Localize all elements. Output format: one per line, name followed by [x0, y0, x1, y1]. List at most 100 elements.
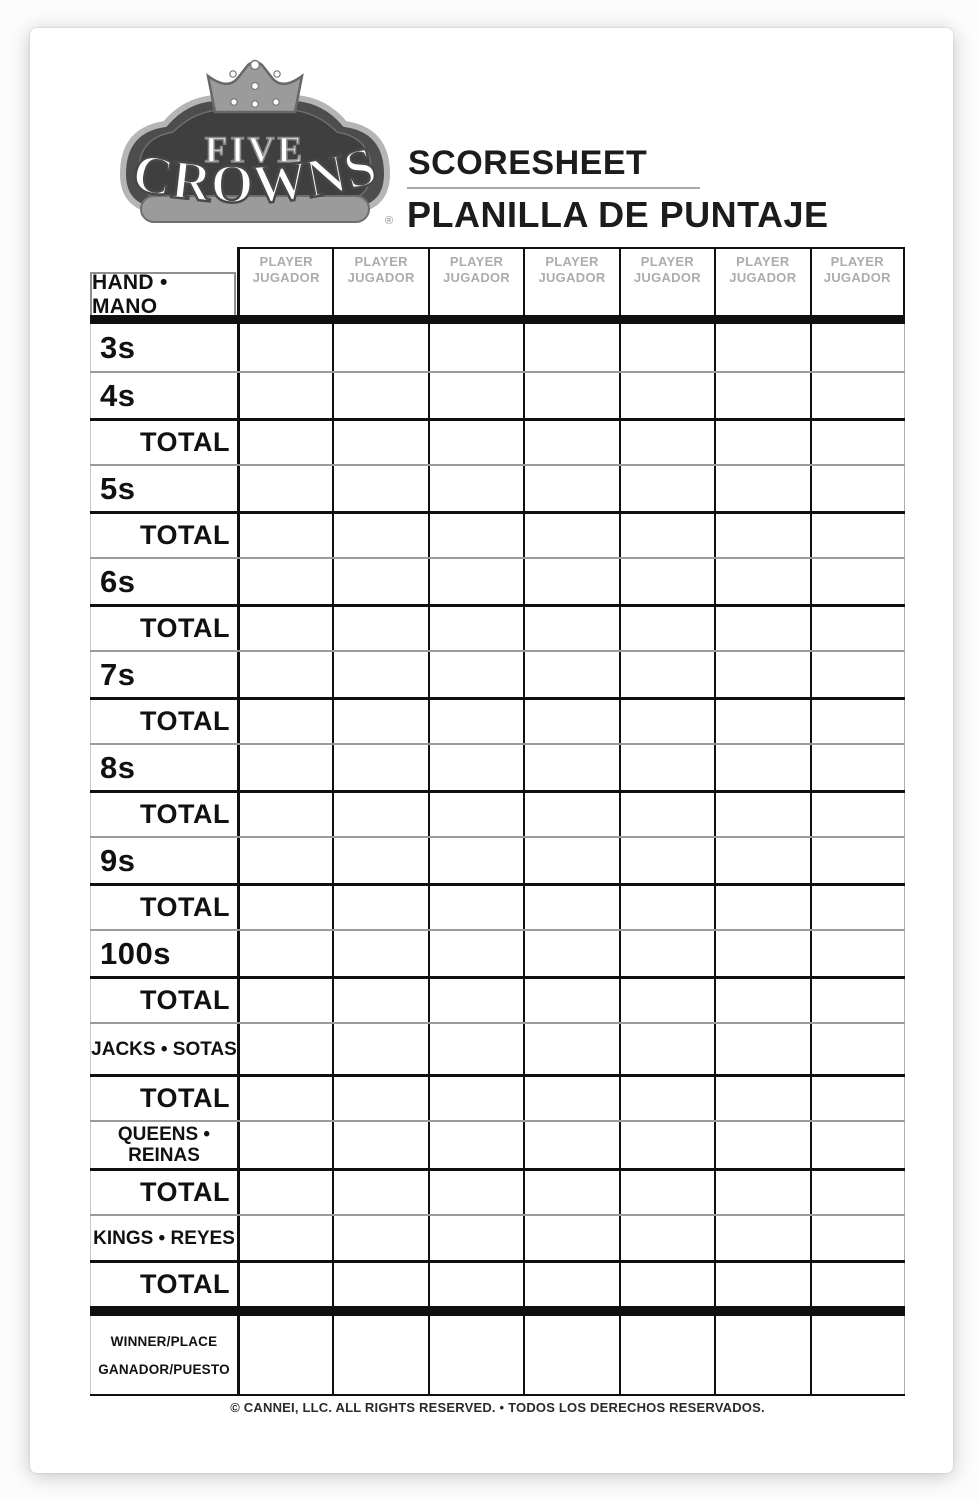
- score-cell[interactable]: [523, 1077, 619, 1120]
- score-cell[interactable]: [809, 514, 905, 557]
- score-cell[interactable]: [332, 793, 428, 836]
- score-cell[interactable]: [809, 931, 905, 976]
- score-cell[interactable]: [523, 373, 619, 418]
- score-cell[interactable]: [237, 466, 333, 511]
- score-cell[interactable]: [427, 931, 524, 976]
- score-cell[interactable]: [237, 1122, 333, 1168]
- score-cell[interactable]: [427, 652, 524, 697]
- score-cell[interactable]: [332, 886, 428, 929]
- score-cell[interactable]: [427, 1122, 524, 1168]
- score-cell[interactable]: [714, 607, 810, 650]
- score-cell[interactable]: [237, 793, 333, 836]
- score-cell[interactable]: [332, 652, 428, 697]
- score-cell[interactable]: [714, 1024, 810, 1074]
- score-cell[interactable]: [237, 324, 333, 371]
- score-cell[interactable]: [809, 979, 905, 1022]
- score-cell[interactable]: [427, 745, 524, 790]
- score-cell[interactable]: [523, 1024, 619, 1074]
- score-cell[interactable]: [237, 373, 333, 418]
- score-cell[interactable]: [618, 1216, 715, 1260]
- score-cell[interactable]: [714, 793, 810, 836]
- score-cell[interactable]: [332, 373, 428, 418]
- score-cell[interactable]: [427, 514, 524, 557]
- score-cell[interactable]: [809, 745, 905, 790]
- score-cell[interactable]: [427, 1263, 524, 1306]
- score-cell[interactable]: [427, 466, 524, 511]
- score-cell[interactable]: [714, 373, 810, 418]
- score-cell[interactable]: [332, 1216, 428, 1260]
- score-cell[interactable]: [332, 931, 428, 976]
- score-cell[interactable]: [427, 793, 524, 836]
- score-cell[interactable]: [618, 1122, 715, 1168]
- score-cell[interactable]: [618, 652, 715, 697]
- score-cell[interactable]: [714, 1171, 810, 1214]
- score-cell[interactable]: [237, 931, 333, 976]
- score-cell[interactable]: [809, 1263, 905, 1306]
- score-cell[interactable]: [618, 324, 715, 371]
- score-cell[interactable]: [618, 466, 715, 511]
- score-cell[interactable]: [332, 745, 428, 790]
- score-cell[interactable]: [714, 1077, 810, 1120]
- score-cell[interactable]: [714, 700, 810, 743]
- score-cell[interactable]: [523, 514, 619, 557]
- winner-cell[interactable]: [618, 1316, 715, 1394]
- score-cell[interactable]: [714, 745, 810, 790]
- score-cell[interactable]: [523, 466, 619, 511]
- score-cell[interactable]: [714, 466, 810, 511]
- score-cell[interactable]: [618, 1024, 715, 1074]
- score-cell[interactable]: [427, 559, 524, 604]
- score-cell[interactable]: [809, 886, 905, 929]
- score-cell[interactable]: [523, 1216, 619, 1260]
- score-cell[interactable]: [809, 793, 905, 836]
- score-cell[interactable]: [427, 1171, 524, 1214]
- score-cell[interactable]: [618, 1171, 715, 1214]
- score-cell[interactable]: [618, 514, 715, 557]
- score-cell[interactable]: [714, 514, 810, 557]
- score-cell[interactable]: [714, 931, 810, 976]
- score-cell[interactable]: [714, 559, 810, 604]
- score-cell[interactable]: [809, 838, 905, 883]
- score-cell[interactable]: [237, 421, 333, 464]
- winner-cell[interactable]: [427, 1316, 524, 1394]
- score-cell[interactable]: [523, 838, 619, 883]
- score-cell[interactable]: [332, 700, 428, 743]
- score-cell[interactable]: [523, 793, 619, 836]
- score-cell[interactable]: [237, 559, 333, 604]
- score-cell[interactable]: [809, 421, 905, 464]
- score-cell[interactable]: [332, 1077, 428, 1120]
- winner-cell[interactable]: [714, 1316, 810, 1394]
- score-cell[interactable]: [618, 931, 715, 976]
- score-cell[interactable]: [714, 421, 810, 464]
- score-cell[interactable]: [714, 838, 810, 883]
- score-cell[interactable]: [332, 1263, 428, 1306]
- score-cell[interactable]: [523, 1171, 619, 1214]
- score-cell[interactable]: [809, 1077, 905, 1120]
- score-cell[interactable]: [237, 1024, 333, 1074]
- score-cell[interactable]: [809, 1171, 905, 1214]
- score-cell[interactable]: [332, 514, 428, 557]
- score-cell[interactable]: [237, 838, 333, 883]
- score-cell[interactable]: [237, 979, 333, 1022]
- winner-cell[interactable]: [332, 1316, 428, 1394]
- score-cell[interactable]: [618, 793, 715, 836]
- score-cell[interactable]: [618, 700, 715, 743]
- score-cell[interactable]: [809, 1216, 905, 1260]
- score-cell[interactable]: [523, 1122, 619, 1168]
- score-cell[interactable]: [809, 700, 905, 743]
- score-cell[interactable]: [523, 652, 619, 697]
- score-cell[interactable]: [237, 700, 333, 743]
- score-cell[interactable]: [332, 1171, 428, 1214]
- score-cell[interactable]: [332, 466, 428, 511]
- score-cell[interactable]: [714, 652, 810, 697]
- score-cell[interactable]: [427, 421, 524, 464]
- score-cell[interactable]: [809, 324, 905, 371]
- score-cell[interactable]: [427, 838, 524, 883]
- score-cell[interactable]: [427, 324, 524, 371]
- score-cell[interactable]: [618, 838, 715, 883]
- score-cell[interactable]: [714, 886, 810, 929]
- score-cell[interactable]: [618, 1077, 715, 1120]
- score-cell[interactable]: [332, 421, 428, 464]
- score-cell[interactable]: [237, 1263, 333, 1306]
- score-cell[interactable]: [714, 979, 810, 1022]
- score-cell[interactable]: [809, 607, 905, 650]
